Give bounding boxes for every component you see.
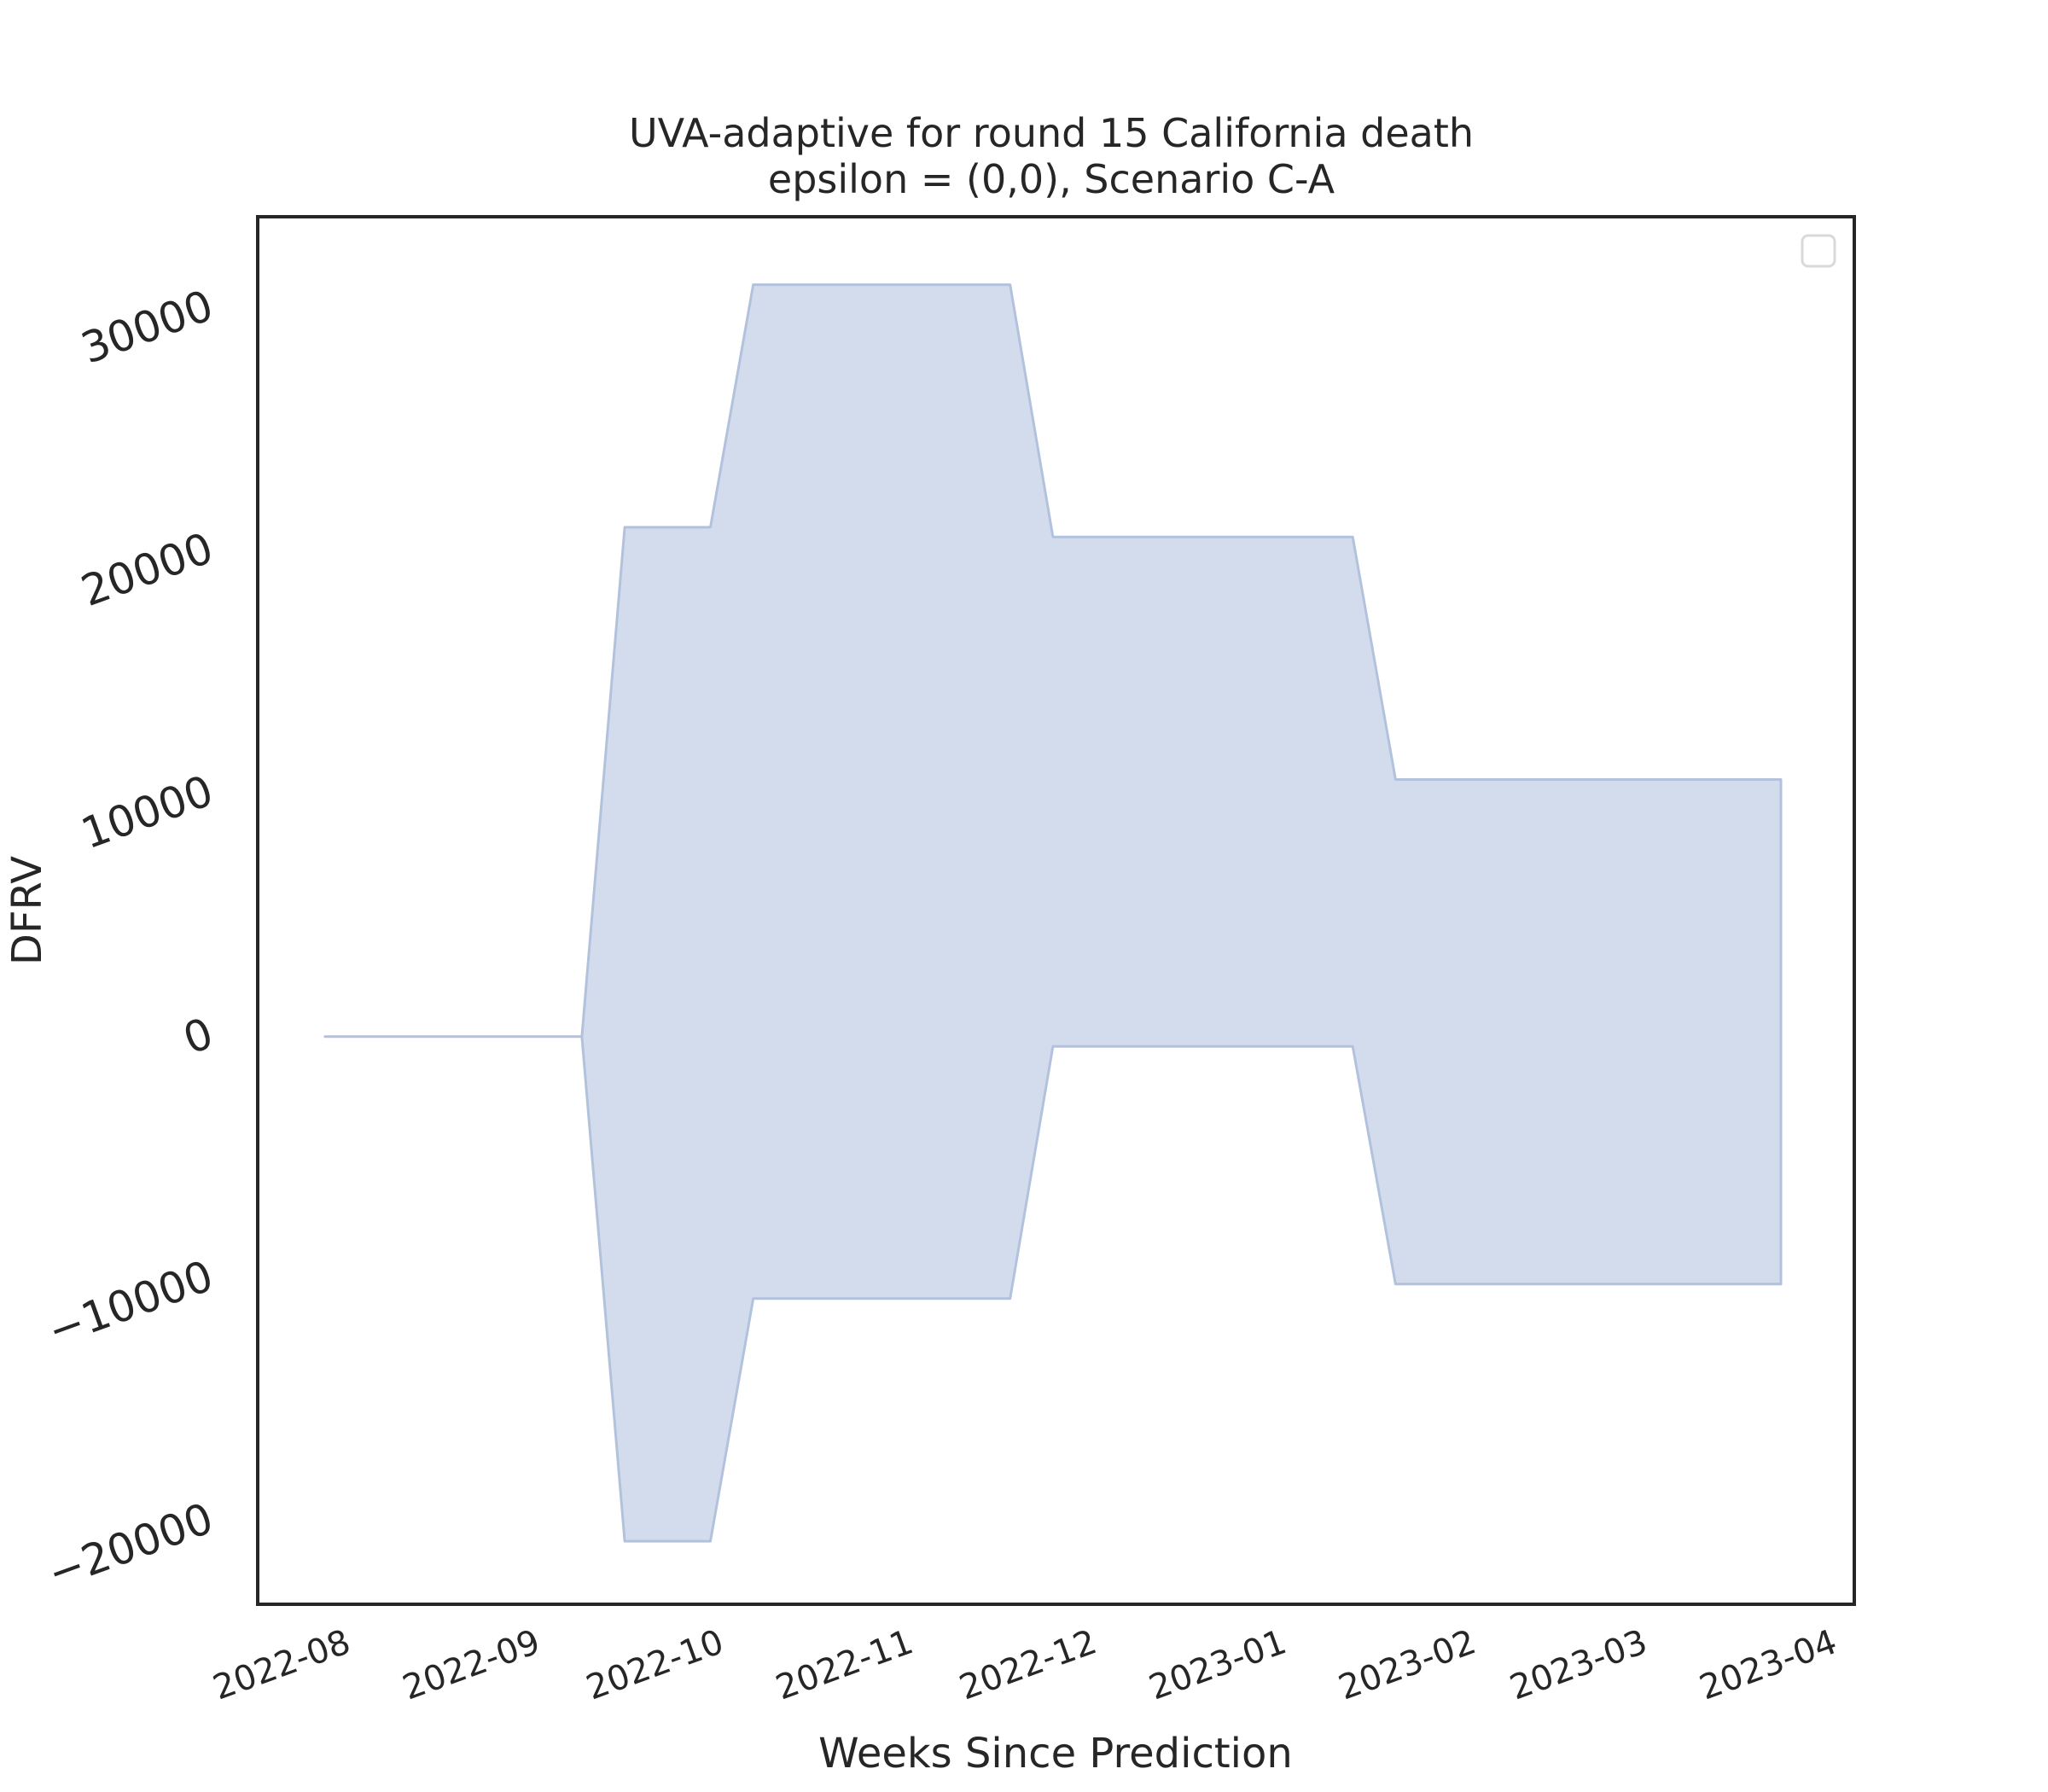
x-tick-label: 2023-03: [1505, 1622, 1653, 1708]
chart-title: UVA-adaptive for round 15 California dea…: [629, 110, 1474, 156]
y-axis-label: DFRV: [3, 856, 51, 965]
x-tick-label: 2022-09: [398, 1622, 545, 1708]
x-tick-label: 2023-02: [1334, 1622, 1481, 1708]
x-tick-label: 2022-10: [581, 1622, 729, 1708]
y-tick-label: 0: [177, 1009, 219, 1064]
band-area-0: [323, 283, 1783, 1543]
x-axis-label: Weeks Since Prediction: [818, 1730, 1293, 1777]
chart-subtitle: epsilon = (0,0), Scenario C-A: [768, 156, 1335, 202]
x-tick-label: 2022-12: [954, 1622, 1102, 1708]
y-tick-label: 10000: [75, 765, 219, 858]
y-tick-label: 20000: [75, 523, 219, 616]
y-tick-labels: −20000 −10000 0 10000 20000 30000: [41, 281, 219, 1599]
y-tick-label: −10000: [41, 1251, 219, 1356]
y-tick-label: 30000: [75, 281, 219, 374]
x-tick-label: 2022-11: [771, 1622, 918, 1708]
x-tick-label: 2023-04: [1695, 1622, 1842, 1708]
plot-frame: [256, 215, 1856, 1606]
y-tick-label: −20000: [41, 1493, 219, 1598]
band-area-layer: [323, 283, 1783, 1543]
x-tick-labels: 2022-08 2022-09 2022-10 2022-11 2022-12 2023-…: [208, 1622, 1842, 1708]
legend-box: [1801, 234, 1836, 268]
x-tick-label: 2022-08: [208, 1622, 356, 1708]
x-tick-label: 2023-01: [1144, 1622, 1292, 1708]
